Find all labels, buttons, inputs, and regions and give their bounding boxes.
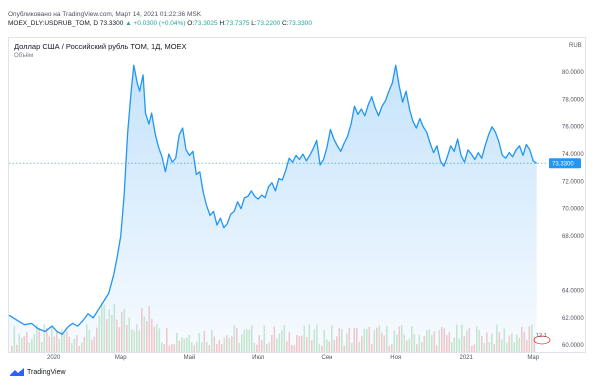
x-tick-label: Май: [184, 354, 196, 361]
chart-frame[interactable]: [8, 37, 586, 353]
ohlc-close-value: 73.3300: [288, 20, 313, 27]
volume-label: Объём: [14, 53, 34, 59]
ohlc-high: H:73.7375: [219, 20, 249, 27]
x-tick-label: 2021: [460, 355, 474, 361]
y-tick-label: 62.0000: [562, 316, 584, 322]
tradingview-footer[interactable]: TradingView: [10, 368, 66, 376]
volume-tag-marker: [533, 335, 551, 345]
tradingview-logo-icon: [10, 368, 24, 376]
y-tick-label: 76.0000: [562, 125, 584, 131]
y-tick-label: 80.0000: [562, 70, 584, 76]
last-price-tag-label: 73.3300: [552, 162, 574, 168]
price-area-fill: [9, 65, 537, 352]
x-tick-label: Сен: [321, 355, 332, 361]
ohlc-open-value: 73.3025: [194, 20, 218, 27]
y-tick-label: 78.0000: [562, 97, 584, 103]
symbol-info-line: MOEX_DLY:USDRUB_TOM, D 73.3300 ▲ +0.0300…: [8, 20, 312, 27]
ohlc-low: L:73.2200: [251, 20, 280, 27]
ohlc-high-value: 73.7375: [225, 20, 250, 27]
axis-currency: RUB: [569, 43, 582, 49]
ohlc-open: O:73.3025: [187, 20, 217, 27]
chart-title: Доллар США / Российский рубль TOM, 1Д, M…: [14, 42, 187, 51]
ohlc-close: C:73.3300: [282, 20, 312, 27]
last-price: 73.3300: [99, 20, 124, 27]
x-tick-label: Ноя: [390, 355, 401, 361]
price-change: ▲ +0.0300 (+0.04%): [125, 20, 186, 27]
ohlc-low-key: L:: [251, 20, 257, 27]
last-price-tag: [549, 158, 581, 169]
published-caption: Опубликовано на TradingView.com, Март 14…: [8, 11, 202, 18]
y-tick-label: 72.0000: [562, 179, 584, 185]
x-tick-label: Мар: [115, 355, 127, 361]
price-line: [8, 64, 538, 335]
volume-tag-label: 12.1: [536, 333, 547, 339]
ohlc-open-key: O:: [187, 20, 195, 27]
y-tick-label: 74.0000: [562, 152, 584, 158]
ohlc-low-value: 73.2200: [256, 20, 281, 27]
tradingview-brand: TradingView: [27, 368, 66, 376]
y-tick-label: 60.0000: [562, 343, 584, 349]
x-tick-label: Мар: [527, 355, 539, 361]
ohlc-high-key: H:: [219, 20, 226, 27]
symbol-name[interactable]: MOEX_DLY:USDRUB_TOM, D: [8, 20, 99, 27]
y-tick-label: 70.0000: [562, 207, 584, 213]
x-tick-label: 2020: [47, 355, 61, 361]
y-tick-label: 68.0000: [562, 234, 584, 240]
ohlc-close-key: C:: [282, 20, 289, 27]
x-tick-label: Июл: [252, 355, 265, 361]
y-tick-label: 64.0000: [562, 289, 584, 295]
